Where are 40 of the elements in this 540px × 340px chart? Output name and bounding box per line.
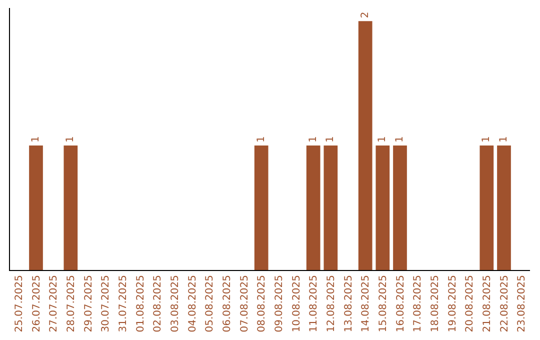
x-tick-label: 23.08.2025 (516, 275, 528, 332)
x-tick-label: 06.08.2025 (222, 275, 233, 332)
x-tick-label: 14.08.2025 (360, 275, 372, 332)
x-tick-label: 18.08.2025 (430, 275, 441, 332)
x-tick-label: 30.07.2025 (100, 275, 112, 332)
data-label: 1 (498, 136, 510, 143)
data-label: 1 (308, 136, 319, 143)
x-tick-label: 12.08.2025 (326, 275, 337, 332)
x-tick-label: 13.08.2025 (343, 275, 354, 332)
x-tick-label: 22.08.2025 (499, 275, 510, 332)
x-tick-label: 02.08.2025 (152, 275, 164, 332)
x-tick-label: 08.08.2025 (256, 275, 268, 332)
data-label: 1 (65, 136, 76, 143)
x-tick-label: 01.08.2025 (135, 275, 146, 332)
data-label: 1 (256, 136, 267, 143)
x-tick-label: 20.08.2025 (464, 275, 476, 332)
x-tick-label: 25.07.2025 (14, 275, 25, 332)
data-label: 1 (394, 136, 406, 143)
x-tick-label: 10.08.2025 (291, 275, 302, 332)
x-tick-label: 15.08.2025 (378, 275, 389, 332)
x-tick-label: 09.08.2025 (274, 275, 285, 332)
data-label: 1 (30, 136, 42, 143)
x-tick-label: 16.08.2025 (395, 275, 406, 332)
x-tick-label: 21.08.2025 (482, 275, 493, 332)
x-tick-label: 11.08.2025 (308, 275, 320, 332)
x-tick-label: 04.08.2025 (187, 275, 198, 332)
x-tick-label: 05.08.2025 (204, 275, 216, 332)
x-tick-label: 27.07.2025 (48, 275, 60, 332)
x-tick-label: 28.07.2025 (66, 275, 77, 332)
x-tick-label: 29.07.2025 (83, 275, 94, 332)
x-tick-label: 03.08.2025 (170, 275, 181, 332)
data-label: 1 (481, 136, 492, 143)
x-tick-label: 07.08.2025 (239, 275, 250, 332)
x-tick-label: 17.08.2025 (412, 275, 424, 332)
x-tick-label: 19.08.2025 (447, 275, 458, 332)
data-label: 1 (325, 136, 336, 143)
x-tick-label: 31.07.2025 (118, 275, 129, 332)
x-tick-label: 26.07.2025 (31, 275, 42, 332)
data-label: 1 (377, 136, 388, 143)
data-label: 2 (360, 12, 371, 18)
